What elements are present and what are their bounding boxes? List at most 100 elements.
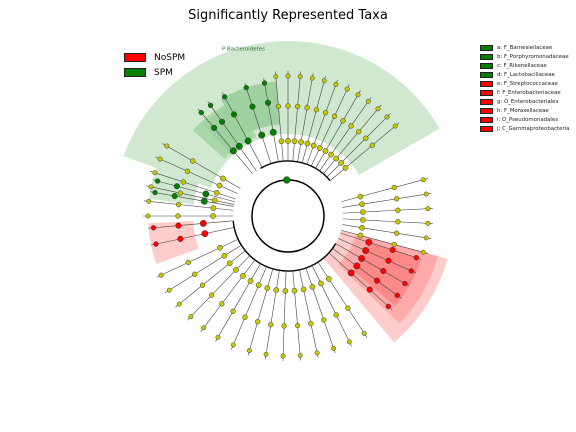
nospm-node <box>373 277 381 284</box>
leaf-branch <box>146 185 235 205</box>
spm-node <box>200 197 208 205</box>
taxa-key-label: d: F_Lactobacillaceae <box>497 71 555 78</box>
leaf-branch <box>305 267 336 354</box>
leaf-node <box>281 323 287 329</box>
leaf-node <box>391 241 397 248</box>
leaf-node <box>321 78 327 84</box>
spm-node <box>218 118 226 125</box>
spm-branch <box>244 82 272 164</box>
leaf-branch <box>326 113 391 178</box>
leaf-node <box>291 138 298 145</box>
spm-node <box>207 102 214 109</box>
spm-node <box>249 103 256 110</box>
taxa-key-item: d: F_Lactobacillaceae <box>480 70 569 79</box>
leaf-node <box>158 272 164 278</box>
leaf-branch <box>175 250 246 308</box>
leaf-branch <box>231 266 267 350</box>
taxa-key-swatch <box>480 80 493 87</box>
leaf-node <box>318 280 324 287</box>
spm-node <box>235 142 243 150</box>
taxa-key-label: a: F_Barnesiellaceae <box>497 44 553 51</box>
taxa-key-label: b: F_Porphyromonadaceae <box>497 53 569 60</box>
spm-node <box>154 178 161 184</box>
leaf-node <box>180 179 187 185</box>
nospm-node <box>380 267 387 275</box>
spm-node <box>258 131 266 139</box>
leaf-node <box>356 129 362 135</box>
spm-node <box>202 190 210 198</box>
nospm-node <box>362 247 370 255</box>
clade-sector-bacteroidetes <box>123 40 440 188</box>
leaf-node <box>175 213 181 219</box>
leaf-node <box>230 308 236 314</box>
leaf-branch <box>342 193 432 208</box>
taxa-key-swatch <box>480 125 493 132</box>
leaf-node <box>146 198 152 204</box>
clade-sector-c <box>220 81 280 137</box>
leaf-branch <box>155 156 238 194</box>
leaf-branch <box>156 238 239 278</box>
taxa-key-item: h: F_Moraxellaceae <box>480 106 569 115</box>
spm-node <box>171 192 178 200</box>
taxa-key-label: g: O_Enterobacteriales <box>497 98 559 105</box>
leaf-node <box>393 230 400 236</box>
nospm-node <box>408 268 414 274</box>
leaf-branch <box>342 218 433 224</box>
leaf-node <box>148 184 154 190</box>
leaf-branch <box>342 208 433 214</box>
leaf-node <box>185 259 191 266</box>
leaf-node <box>166 287 172 293</box>
leaf-branch <box>275 71 284 162</box>
leaf-node <box>278 138 285 145</box>
spm-node <box>243 84 249 91</box>
nospm-node <box>175 222 182 229</box>
leaf-branch <box>329 122 400 181</box>
leaf-node <box>369 142 375 148</box>
leaf-node <box>175 201 182 208</box>
leaf-node <box>264 285 271 291</box>
leaf-branch <box>317 261 368 338</box>
taxa-key-swatch <box>480 116 493 123</box>
spm-node <box>269 128 277 136</box>
leaf-branch <box>292 270 301 361</box>
nospm-node <box>347 269 355 277</box>
nospm-node <box>402 280 408 287</box>
spm-node <box>230 111 238 118</box>
leaf-node <box>333 155 340 162</box>
leaf-node <box>309 284 316 290</box>
leaf-node <box>294 322 301 329</box>
nospm-branch <box>335 243 410 287</box>
leaf-branch <box>341 229 429 254</box>
leaf-node <box>199 282 206 288</box>
nospm-node <box>413 255 420 261</box>
leaf-branch <box>292 71 301 162</box>
leaf-node <box>304 140 311 147</box>
leaf-node <box>363 135 369 141</box>
leaf-branch <box>319 97 372 172</box>
spm-branch <box>263 78 279 162</box>
clade-sector-e <box>148 220 199 264</box>
leaf-branch <box>150 170 236 200</box>
leaf-node <box>322 109 329 116</box>
leaf-node <box>291 287 298 294</box>
leaf-branch <box>200 259 256 332</box>
taxa-key-swatch <box>480 53 493 60</box>
leaf-node <box>357 193 364 200</box>
nospm-branch <box>340 232 422 260</box>
leaf-node <box>263 351 269 357</box>
spm-node <box>229 147 237 155</box>
legend-swatch-nospm <box>124 53 146 62</box>
leaf-node <box>328 151 334 158</box>
nospm-node <box>385 303 391 309</box>
taxa-key-item: e: F_Streptococcaceae <box>480 79 569 88</box>
spm-node <box>244 137 252 145</box>
taxa-key-label: h: F_Moraxellaceae <box>497 107 549 114</box>
leaf-node <box>365 98 371 104</box>
leaf-node <box>273 74 279 79</box>
leaf-node <box>219 301 225 307</box>
spm-node <box>152 189 158 196</box>
leaf-node <box>395 219 401 225</box>
taxa-key-item: g: O_Enterobacteriales <box>480 97 569 106</box>
leaf-node <box>325 276 332 282</box>
spm-node <box>221 94 228 100</box>
